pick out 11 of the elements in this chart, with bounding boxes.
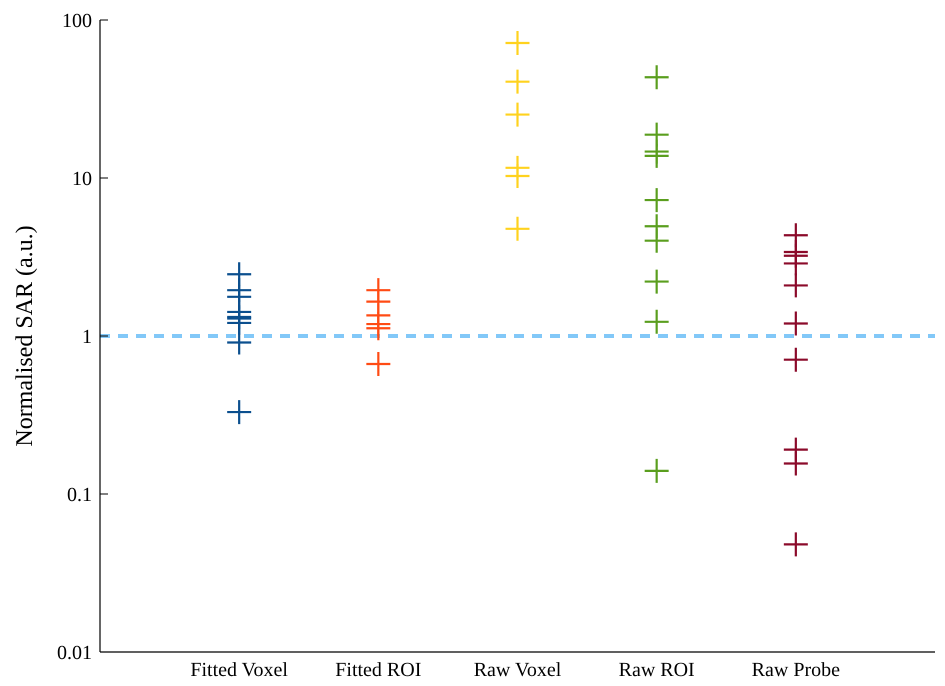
x-tick-label: Raw Probe [752, 659, 840, 681]
y-axis-title: Normalised SAR (a.u.) [12, 225, 38, 447]
y-tick-label: 0.1 [67, 484, 92, 506]
x-tick-label: Raw Voxel [474, 659, 562, 681]
y-tick-label: 10 [72, 168, 92, 190]
x-tick-label: Fitted ROI [335, 659, 422, 681]
x-tick-label: Raw ROI [618, 659, 695, 681]
y-tick-label: 0.01 [57, 642, 92, 664]
x-tick-label: Fitted Voxel [190, 659, 288, 681]
y-tick-label: 1 [82, 326, 92, 348]
y-tick-label: 100 [62, 10, 92, 32]
